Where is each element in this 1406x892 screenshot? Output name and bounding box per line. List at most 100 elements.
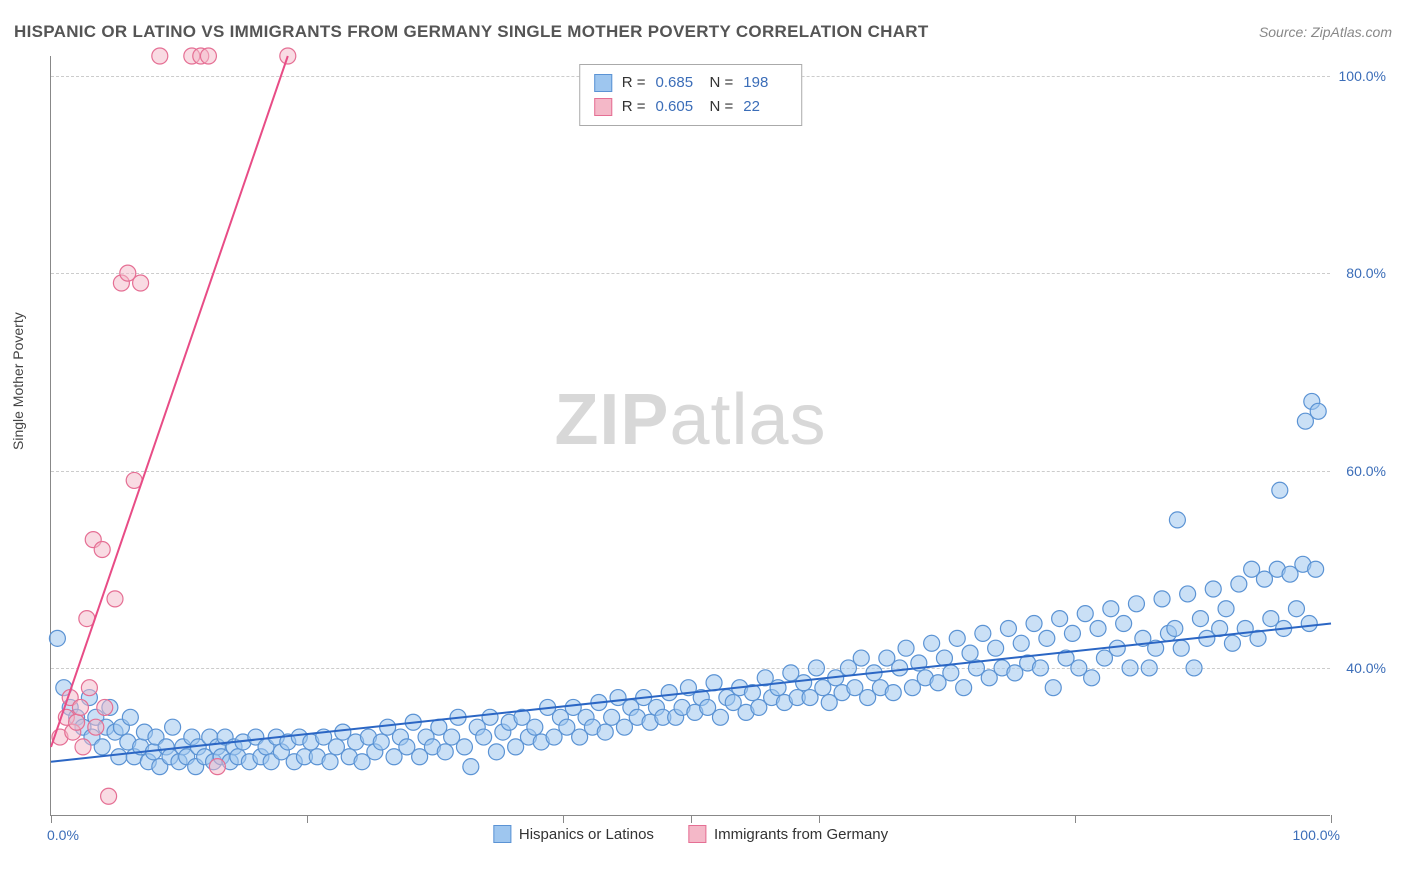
trend-line xyxy=(51,56,288,747)
plot-region: ZIPatlas 40.0%60.0%80.0%100.0% R = 0.685… xyxy=(50,56,1330,816)
legend-bottom-label-2: Immigrants from Germany xyxy=(714,826,888,843)
data-point xyxy=(111,749,127,765)
n-value-2: 22 xyxy=(743,95,787,119)
data-point xyxy=(97,699,113,715)
data-point xyxy=(962,645,978,661)
trend-line xyxy=(51,624,1331,762)
data-point xyxy=(1186,660,1202,676)
data-point xyxy=(1224,635,1240,651)
chart-title: HISPANIC OR LATINO VS IMMIGRANTS FROM GE… xyxy=(14,22,929,42)
data-point xyxy=(943,665,959,681)
data-point xyxy=(1026,616,1042,632)
legend-bottom-swatch-pink xyxy=(688,825,706,843)
data-point xyxy=(975,625,991,641)
data-point xyxy=(1052,611,1068,627)
data-point xyxy=(924,635,940,651)
data-point xyxy=(808,660,824,676)
data-point xyxy=(456,739,472,755)
y-tick-label: 100.0% xyxy=(1339,68,1386,84)
legend-bottom-label-1: Hispanics or Latinos xyxy=(519,826,654,843)
chart-source: Source: ZipAtlas.com xyxy=(1259,24,1392,40)
data-point xyxy=(892,660,908,676)
data-point xyxy=(1173,640,1189,656)
data-point xyxy=(661,685,677,701)
data-point xyxy=(1116,616,1132,632)
data-point xyxy=(1308,561,1324,577)
data-point xyxy=(1084,670,1100,686)
data-point xyxy=(1000,620,1016,636)
data-point xyxy=(107,591,123,607)
data-point xyxy=(152,48,168,64)
data-point xyxy=(1288,601,1304,617)
data-point xyxy=(1167,620,1183,636)
data-point xyxy=(476,729,492,745)
data-point xyxy=(1039,630,1055,646)
chart-header: HISPANIC OR LATINO VS IMMIGRANTS FROM GE… xyxy=(14,18,1392,46)
data-point xyxy=(488,744,504,760)
data-point xyxy=(1154,591,1170,607)
legend-stats: R = 0.685 N = 198 R = 0.605 N = 22 xyxy=(579,64,803,126)
r-label-2: R = xyxy=(622,95,646,119)
n-label-2: N = xyxy=(710,95,734,119)
legend-swatch-pink xyxy=(594,98,612,116)
data-point xyxy=(200,48,216,64)
data-point xyxy=(706,675,722,691)
data-point xyxy=(956,680,972,696)
data-point xyxy=(88,719,104,735)
data-point xyxy=(1032,660,1048,676)
data-point xyxy=(796,675,812,691)
data-point xyxy=(1064,625,1080,641)
legend-swatch-blue xyxy=(594,74,612,92)
x-min-label: 0.0% xyxy=(47,827,79,843)
data-point xyxy=(885,685,901,701)
y-tick-label: 40.0% xyxy=(1346,660,1386,676)
data-point xyxy=(122,709,138,725)
data-point xyxy=(527,719,543,735)
x-max-label: 100.0% xyxy=(1293,827,1340,843)
data-point xyxy=(1301,616,1317,632)
data-point xyxy=(1045,680,1061,696)
data-point xyxy=(322,754,338,770)
y-axis-label: Single Mother Poverty xyxy=(10,312,26,450)
data-point xyxy=(69,714,85,730)
r-label: R = xyxy=(622,71,646,95)
data-point xyxy=(1077,606,1093,622)
data-point xyxy=(1192,611,1208,627)
data-point xyxy=(437,744,453,760)
r-value-1: 0.685 xyxy=(656,71,700,95)
data-point xyxy=(482,709,498,725)
data-point xyxy=(72,699,88,715)
data-point xyxy=(1103,601,1119,617)
data-point xyxy=(94,542,110,558)
data-point xyxy=(165,719,181,735)
data-point xyxy=(1272,482,1288,498)
n-value-1: 198 xyxy=(743,71,787,95)
legend-item-germany: Immigrants from Germany xyxy=(688,825,888,843)
data-point xyxy=(1231,576,1247,592)
legend-stats-row-2: R = 0.605 N = 22 xyxy=(594,95,788,119)
data-point xyxy=(1180,586,1196,602)
data-point xyxy=(712,709,728,725)
data-point xyxy=(1169,512,1185,528)
data-point xyxy=(1013,635,1029,651)
data-point xyxy=(463,759,479,775)
data-point xyxy=(101,788,117,804)
data-point xyxy=(209,759,225,775)
data-point xyxy=(898,640,914,656)
data-point xyxy=(75,739,91,755)
chart-area: ZIPatlas 40.0%60.0%80.0%100.0% R = 0.685… xyxy=(50,56,1390,836)
legend-bottom-swatch-blue xyxy=(493,825,511,843)
data-point xyxy=(133,275,149,291)
data-point xyxy=(94,739,110,755)
legend-series: Hispanics or Latinos Immigrants from Ger… xyxy=(493,825,888,843)
data-point xyxy=(1141,660,1157,676)
data-point xyxy=(1218,601,1234,617)
y-tick-label: 80.0% xyxy=(1346,265,1386,281)
legend-stats-row-1: R = 0.685 N = 198 xyxy=(594,71,788,95)
data-point xyxy=(853,650,869,666)
data-point xyxy=(1128,596,1144,612)
data-point xyxy=(1310,403,1326,419)
data-point xyxy=(1122,660,1138,676)
r-value-2: 0.605 xyxy=(656,95,700,119)
data-point xyxy=(81,680,97,696)
